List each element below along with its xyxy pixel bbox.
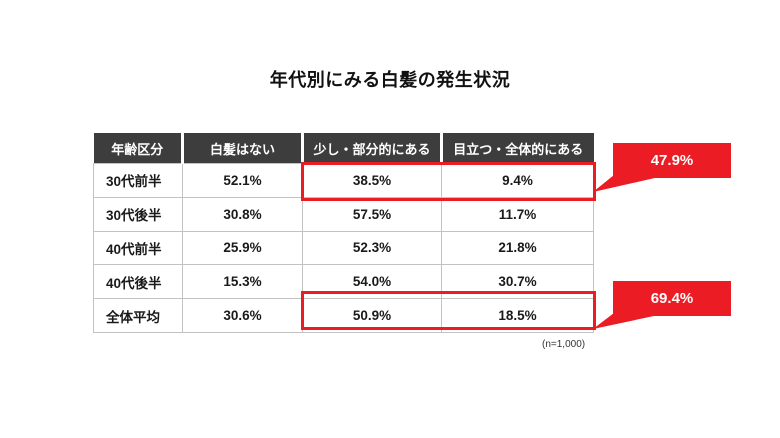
row-label-cell: 30代後半 xyxy=(93,196,183,232)
value-cell: 50.9% xyxy=(302,298,442,333)
value-cell: 57.5% xyxy=(302,196,442,232)
table-row: 30代前半 52.1% 38.5% 9.4% xyxy=(93,163,594,198)
table-row: 全体平均 30.6% 50.9% 18.5% xyxy=(93,298,594,333)
row-label-cell: 40代前半 xyxy=(93,230,183,266)
table-row: 40代前半 25.9% 52.3% 21.8% xyxy=(93,230,594,266)
value-cell: 11.7% xyxy=(441,196,594,232)
value-cell: 52.3% xyxy=(302,230,442,266)
value-cell: 52.1% xyxy=(182,163,303,198)
callout-badge-bottom: 69.4% xyxy=(613,281,731,316)
table-row: 30代後半 30.8% 57.5% 11.7% xyxy=(93,196,594,232)
value-cell: 30.6% xyxy=(182,298,303,333)
value-cell: 25.9% xyxy=(182,230,303,266)
callout-value: 47.9% xyxy=(650,152,694,169)
table-header-row: 年齢区分 白髪はない 少し・部分的にある 目立つ・全体的にある xyxy=(93,133,594,164)
value-cell: 18.5% xyxy=(441,298,594,333)
sample-size-note: (n=1,000) xyxy=(542,339,586,350)
value-cell: 30.7% xyxy=(441,264,594,300)
value-cell: 30.8% xyxy=(182,196,303,232)
page-title: 年代別にみる白髪の発生状況 xyxy=(269,70,511,90)
data-table: 年齢区分 白髪はない 少し・部分的にある 目立つ・全体的にある 30代前半 52… xyxy=(93,133,594,333)
value-cell: 9.4% xyxy=(441,163,594,198)
value-cell: 15.3% xyxy=(182,264,303,300)
value-cell: 38.5% xyxy=(302,163,442,198)
header-cell-partial-gray: 少し・部分的にある xyxy=(301,133,442,164)
header-cell-noticeable-gray: 目立つ・全体的にある xyxy=(440,133,594,164)
row-label-cell: 30代前半 xyxy=(93,163,183,198)
value-cell: 21.8% xyxy=(441,230,594,266)
row-label-cell: 全体平均 xyxy=(93,298,183,333)
header-cell-no-gray: 白髪はない xyxy=(181,133,303,164)
callout-badge-top: 47.9% xyxy=(613,143,731,178)
table-row: 40代後半 15.3% 54.0% 30.7% xyxy=(93,264,594,300)
header-cell-age-group: 年齢区分 xyxy=(93,133,183,164)
value-cell: 54.0% xyxy=(302,264,442,300)
callout-value: 69.4% xyxy=(650,290,694,307)
row-label-cell: 40代後半 xyxy=(93,264,183,300)
